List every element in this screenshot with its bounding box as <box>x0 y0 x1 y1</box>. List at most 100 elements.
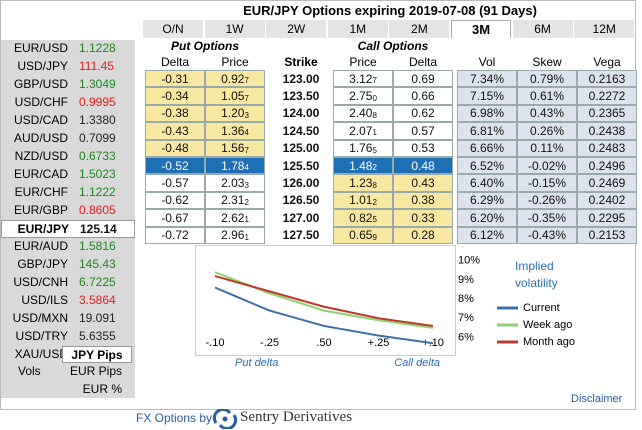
price-pip: 8 <box>372 180 377 190</box>
pair-name: EUR/CHF <box>14 185 68 199</box>
y-tick-label: 8% <box>458 293 474 305</box>
table-cell: 0.92 7 <box>205 70 265 88</box>
tab[interactable]: 1M <box>327 20 388 38</box>
tab[interactable]: 2W <box>266 20 327 38</box>
pair-rate: 1.3380 <box>79 113 116 127</box>
column-header: Strike <box>284 55 318 69</box>
footer-brand: Sentry Derivatives <box>240 409 353 425</box>
table-cell: -0.62 <box>145 191 205 210</box>
pair-row[interactable]: GBP/JPY 145.43 <box>1 256 135 274</box>
unit-option[interactable]: EUR % <box>82 382 122 396</box>
price: 0.92 <box>221 71 245 86</box>
price: 2.40 <box>349 106 373 121</box>
y-tick-label: 6% <box>458 331 474 343</box>
table-cell: -0.52 <box>145 157 205 175</box>
table-cell: 0.62 <box>393 104 453 123</box>
table-cell: 126.00 <box>282 176 320 191</box>
price-pip: 4 <box>244 163 249 173</box>
pair-row[interactable]: NZD/USD 0.6733 <box>1 148 135 166</box>
tab[interactable]: 3M <box>451 20 511 38</box>
unit-selected[interactable]: JPY Pips <box>62 346 132 363</box>
price: 1.23 <box>349 176 373 191</box>
table-cell: -0.02% <box>517 157 577 175</box>
pair-name: EUR/AUD <box>13 239 68 253</box>
tab[interactable]: 6M <box>512 20 573 38</box>
footer-prefix: FX Options by <box>136 411 213 425</box>
price: 3.12 <box>349 71 373 86</box>
price: 1.05 <box>221 89 245 104</box>
pair-row[interactable]: AUD/USD 0.7099 <box>1 130 135 148</box>
pair-name: USD/CHF <box>14 95 68 109</box>
table-cell: 0.28 <box>393 226 453 244</box>
pair-row[interactable]: USD/TRY 5.6355 <box>1 328 135 346</box>
legend-label: Week ago <box>523 319 572 331</box>
table-cell: 1.56 7 <box>205 139 265 157</box>
tab[interactable]: 2M <box>389 20 450 38</box>
price-pip: 8 <box>372 110 377 120</box>
table-cell: 6.81% <box>457 122 517 140</box>
pair-row[interactable]: EUR/CAD 1.5023 <box>1 166 135 184</box>
logo <box>212 409 238 429</box>
table-cell: -0.57 <box>145 174 205 192</box>
put-label: Put delta <box>235 357 278 369</box>
table-cell: 2.07 1 <box>333 122 393 140</box>
pair-name: EUR/GBP <box>13 203 68 217</box>
table-cell: 0.66 <box>393 87 453 105</box>
pair-row[interactable]: USD/CAD 1.3380 <box>1 112 135 130</box>
table-cell: -0.43% <box>517 226 577 244</box>
disclaimer[interactable]: Disclaimer <box>571 393 623 405</box>
pair-row[interactable]: EUR/JPY 125.14 <box>1 220 135 238</box>
pair-row[interactable]: EUR/GBP 0.8605 <box>1 202 135 220</box>
pair-name: EUR/JPY <box>17 222 69 236</box>
y-tick-label: 7% <box>458 312 474 324</box>
pair-rate: 6.7225 <box>79 275 116 289</box>
table-cell: 2.62 1 <box>205 209 265 227</box>
pair-row[interactable]: USD/ILS 3.5864 <box>1 292 135 310</box>
pair-row[interactable]: USD/CNH 6.7225 <box>1 274 135 292</box>
tab[interactable]: 1W <box>204 20 265 38</box>
pair-rate: 145.43 <box>79 257 116 271</box>
column-header: Delta <box>408 55 437 69</box>
pair-row[interactable]: USD/JPY 111.45 <box>1 58 135 76</box>
table-cell: 0.26% <box>517 122 577 140</box>
table-cell: 0.2438 <box>577 122 637 140</box>
table-cell: 0.2272 <box>577 87 637 105</box>
pair-row[interactable]: EUR/CHF 1.1222 <box>1 184 135 202</box>
price-pip: 4 <box>244 128 249 138</box>
price-pip: 1 <box>244 215 249 225</box>
pair-row[interactable]: USD/MXN 19.091 <box>1 310 135 328</box>
pair-rate: 0.9995 <box>79 95 116 109</box>
pair-rate: 125.14 <box>80 222 117 236</box>
price-pip: 0 <box>372 93 377 103</box>
legend-title: Implied volatility <box>515 259 558 290</box>
unit-option[interactable]: EUR Pips <box>69 364 122 378</box>
pair-panel <box>1 40 135 398</box>
pair-name: USD/ILS <box>21 293 68 307</box>
tab[interactable]: O/N <box>143 20 203 38</box>
price-pip: 1 <box>244 232 249 242</box>
table-cell: 0.2295 <box>577 209 637 227</box>
table-cell: 6.29% <box>457 191 517 210</box>
table-cell: 6.98% <box>457 104 517 123</box>
pair-name: USD/CAD <box>13 113 68 127</box>
vols-label: Vols <box>18 364 41 378</box>
pair-row[interactable]: EUR/AUD 1.5816 <box>1 238 135 256</box>
table-cell: 0.2163 <box>577 70 637 88</box>
table-cell: 0.2402 <box>577 191 637 210</box>
tab[interactable]: 12M <box>574 20 635 38</box>
pair-row[interactable]: USD/CHF 0.9995 <box>1 94 135 112</box>
pair-rate: 3.5864 <box>79 293 116 307</box>
pair-row[interactable]: EUR/USD 1.1228 <box>1 40 135 58</box>
table-cell: 0.38 <box>393 191 453 210</box>
pair-rate: 1.1222 <box>79 185 116 199</box>
table-cell: -0.67 <box>145 209 205 227</box>
pair-name: GBP/USD <box>13 77 68 91</box>
title: EUR/JPY Options expiring 2019-07-08 (91 … <box>243 2 537 18</box>
price: 1.76 <box>349 141 373 156</box>
price-pip: 3 <box>244 180 249 190</box>
price-pip: 7 <box>372 76 377 86</box>
table-cell: 1.36 4 <box>205 122 265 140</box>
pair-row[interactable]: GBP/USD 1.3049 <box>1 76 135 94</box>
